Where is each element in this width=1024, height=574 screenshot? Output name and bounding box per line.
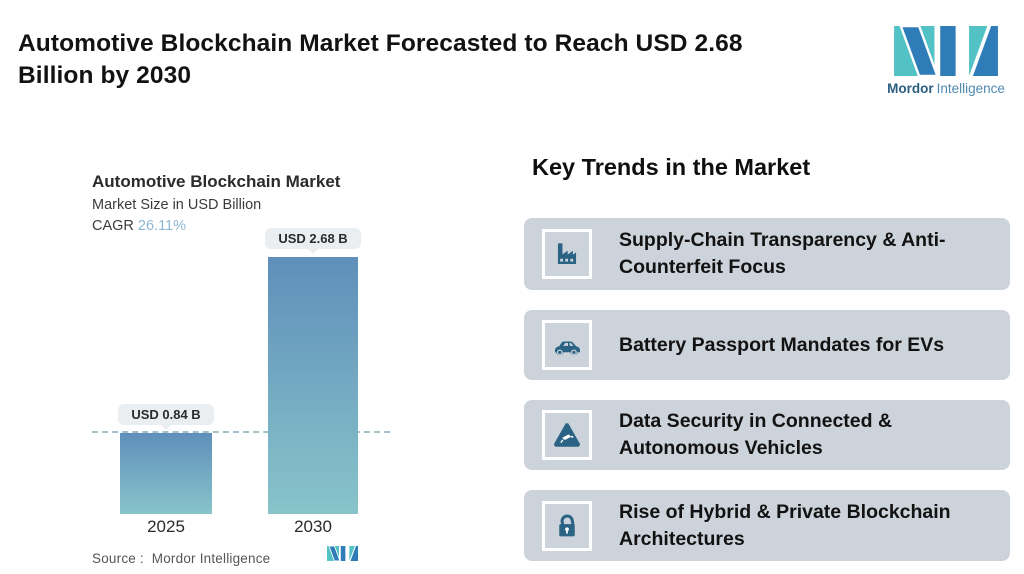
chart-subtitle: Market Size in USD Billion (92, 197, 262, 213)
value-pill-2025: USD 0.84 B (118, 404, 214, 430)
bar-group-2025: USD 0.84 B (118, 228, 214, 514)
icon-box (542, 320, 592, 370)
cagr-value: 26.11% (137, 218, 187, 234)
trend-label: Supply-Chain Transparency & Anti-Counter… (619, 229, 946, 278)
cagr-label: CAGR (92, 218, 134, 234)
x-axis-label-2030: 2030 (294, 517, 332, 536)
reference-line (92, 431, 390, 433)
trend-card-hybrid-blockchain: Rise of Hybrid & Private Blockchain Arch… (524, 490, 1010, 561)
trend-card-battery-passport: Battery Passport Mandates for EVs (524, 310, 1010, 380)
chart-cagr: CAGR 26.11% (92, 218, 186, 234)
open-padlock-icon (559, 513, 575, 536)
icon-box (542, 410, 592, 460)
trends-heading: Key Trends in the Market (532, 154, 811, 180)
factory-icon (557, 243, 577, 264)
value-label-2025: USD 0.84 B (131, 407, 201, 422)
brand-logo: Mordor Intelligence (882, 26, 1010, 96)
bar-2030 (268, 257, 358, 514)
bar-group-2030: USD 2.68 B (265, 228, 361, 514)
icon-box (542, 500, 592, 551)
chart-title: Automotive Blockchain Market (92, 172, 341, 191)
brand-name: Mordor Intelligence (882, 81, 1010, 96)
trend-cards: Supply-Chain Transparency & Anti-Counter… (524, 218, 1010, 561)
brand-name-light: Intelligence (936, 81, 1005, 96)
warning-camera-icon (554, 423, 580, 447)
value-label-2030: USD 2.68 B (278, 231, 348, 246)
trend-label: Data Security in Connected & Autonomous … (619, 410, 893, 459)
trend-label: Battery Passport Mandates for EVs (619, 333, 945, 356)
trend-card-data-security: Data Security in Connected & Autonomous … (524, 400, 1010, 470)
bar-chart: USD 0.84 B USD 2.68 B (90, 228, 400, 514)
mini-logo-icon (327, 546, 358, 561)
bar-2025 (120, 433, 212, 514)
trend-card-supply-chain: Supply-Chain Transparency & Anti-Counter… (524, 218, 1010, 290)
value-pill-2030: USD 2.68 B (265, 228, 361, 254)
page-title-line-1: Automotive Blockchain Market Forecasted … (18, 30, 743, 57)
x-axis-label-2025: 2025 (147, 517, 185, 536)
icon-box (542, 229, 592, 279)
mordor-logo-icon (894, 26, 998, 76)
trend-label: Rise of Hybrid & Private Blockchain Arch… (619, 500, 951, 550)
page-title-line-2: Billion by 2030 (18, 62, 192, 89)
page-title: Automotive Blockchain Market Forecasted … (18, 28, 858, 92)
brand-name-bold: Mordor (887, 81, 934, 96)
source-note: Source : Mordor Intelligence (92, 551, 271, 566)
car-icon (554, 341, 581, 356)
